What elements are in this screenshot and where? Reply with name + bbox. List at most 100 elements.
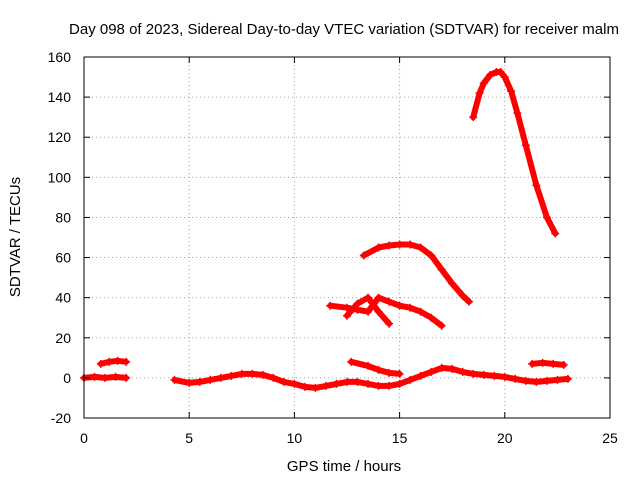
data-point <box>465 297 474 306</box>
data-point <box>513 109 522 118</box>
data-point <box>343 303 351 312</box>
data-point <box>496 68 505 77</box>
data-point <box>279 377 288 386</box>
data-point <box>395 301 404 310</box>
data-point <box>353 299 362 308</box>
data-point <box>511 374 520 383</box>
data-point <box>227 371 236 380</box>
data-point <box>385 381 394 390</box>
y-tick-label: 0 <box>63 370 71 386</box>
series-arc-1 <box>80 372 131 382</box>
data-point <box>395 369 404 378</box>
data-point <box>538 358 547 367</box>
series-arc-6 <box>347 357 404 378</box>
y-tick-label: -20 <box>51 410 71 426</box>
y-tick-label: 60 <box>55 250 71 266</box>
series-arc-5 <box>343 293 394 328</box>
data-point <box>395 379 404 388</box>
data-point <box>311 383 320 392</box>
data-point <box>237 369 246 378</box>
data-point <box>437 363 446 372</box>
data-point <box>385 319 394 328</box>
data-point <box>437 321 446 330</box>
data-point <box>542 213 551 222</box>
data-point <box>195 377 204 386</box>
series-arc-8 <box>469 68 560 238</box>
y-tick-label: 140 <box>48 89 72 105</box>
data-point <box>458 291 467 300</box>
x-axis-label: GPS time / hours <box>287 458 401 475</box>
data-point <box>416 307 425 316</box>
data-point <box>395 240 404 249</box>
data-point <box>185 378 194 387</box>
x-tick-label: 0 <box>80 430 88 446</box>
data-point <box>416 243 425 252</box>
series-line <box>97 357 130 367</box>
data-point <box>406 303 415 312</box>
series-line <box>348 358 403 377</box>
y-tick-label: 100 <box>48 169 72 185</box>
data-point <box>553 375 562 384</box>
data-point <box>206 375 215 384</box>
x-tick-label: 20 <box>497 430 513 446</box>
data-point <box>500 73 509 82</box>
data-point <box>122 373 131 382</box>
data-point <box>321 381 330 390</box>
data-point <box>448 364 457 373</box>
data-point <box>364 307 373 316</box>
data-point <box>374 381 383 390</box>
series-line <box>171 364 571 391</box>
series-line <box>360 241 472 305</box>
data-point <box>111 372 120 381</box>
data-point <box>416 371 425 380</box>
data-point <box>469 369 478 378</box>
data-point <box>374 307 383 316</box>
data-point <box>101 373 110 382</box>
series-arc-9 <box>528 358 568 369</box>
data-point <box>364 361 373 370</box>
y-axis-label: SDTVAR / TECUs <box>7 177 24 297</box>
data-point <box>559 360 568 369</box>
data-point <box>332 379 341 388</box>
data-point <box>479 79 488 88</box>
series-arc-2 <box>96 356 131 368</box>
data-point <box>216 373 225 382</box>
data-point <box>248 369 257 378</box>
data-point <box>170 375 179 384</box>
data-point <box>353 377 362 386</box>
data-point <box>437 265 446 274</box>
data-point <box>105 357 114 366</box>
data-point <box>427 313 436 322</box>
series-line <box>470 69 559 237</box>
data-point <box>479 370 488 379</box>
data-point <box>458 367 467 376</box>
data-point <box>549 359 558 368</box>
data-point <box>490 371 499 380</box>
y-tick-label: 160 <box>48 49 72 65</box>
data-point <box>427 367 436 376</box>
data-point <box>326 301 335 310</box>
series-arc-7 <box>359 240 474 306</box>
data-point <box>532 377 541 386</box>
data-point <box>521 376 530 385</box>
chart-title: Day 098 of 2023, Sidereal Day-to-day VTE… <box>69 21 619 38</box>
data-point <box>343 311 351 320</box>
data-point <box>528 359 537 368</box>
data-point <box>300 382 309 391</box>
series-arc-3 <box>170 363 572 392</box>
x-tick-label: 5 <box>185 430 193 446</box>
x-tick-label: 15 <box>392 430 408 446</box>
data-point <box>347 357 356 366</box>
data-point <box>343 377 351 386</box>
data-point <box>374 365 383 374</box>
data-point <box>551 229 560 238</box>
x-tick-label: 10 <box>287 430 303 446</box>
data-point <box>563 374 572 383</box>
gridlines <box>84 57 610 418</box>
data-point <box>258 370 267 379</box>
data-point <box>406 375 415 384</box>
plot-frame <box>83 56 611 419</box>
data-point <box>475 89 484 98</box>
data-point <box>521 141 530 150</box>
